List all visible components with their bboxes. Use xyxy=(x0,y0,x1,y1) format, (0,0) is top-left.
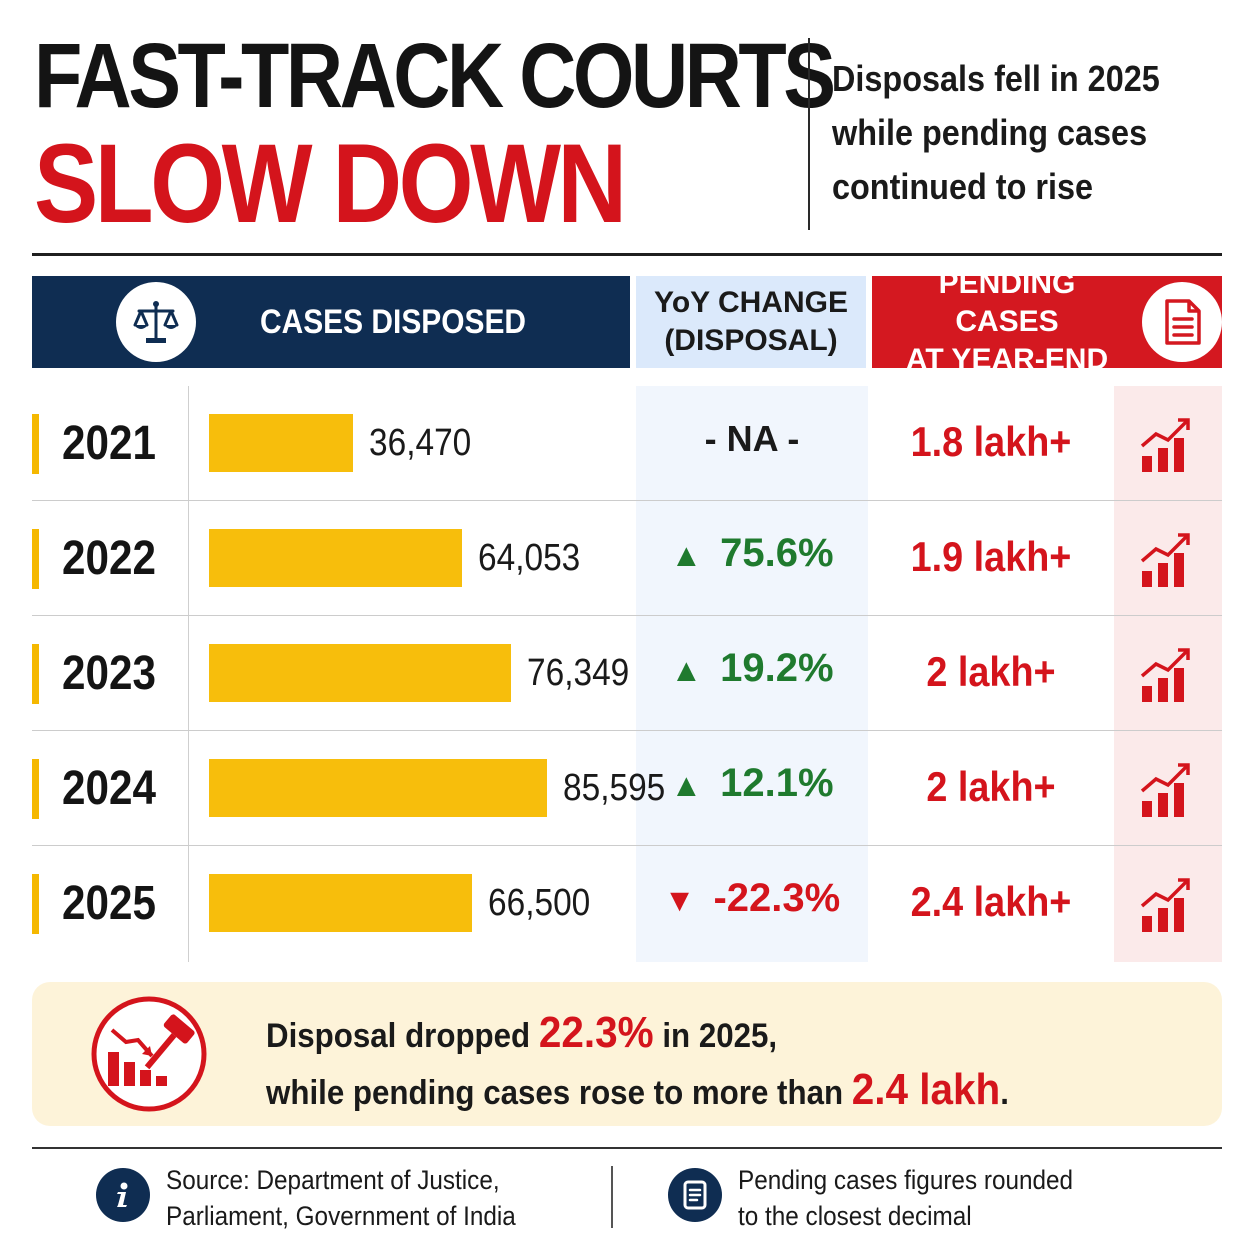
subtitle-line-3: continued to rise xyxy=(832,166,1094,207)
header-pending-line-2: AT YEAR-END xyxy=(905,343,1109,376)
title-line-1: FAST-TRACK COURTS xyxy=(34,25,836,127)
callout-line-1: Disposal dropped 22.3% in 2025, xyxy=(266,1006,1009,1063)
note-line-2: to the closest decimal xyxy=(738,1201,972,1231)
disposal-bar xyxy=(209,644,511,702)
row-divider xyxy=(32,615,1222,616)
title-line-2: SLOW DOWN xyxy=(34,121,627,246)
table-row: 2021 36,470 - NA - 1.8 lakh+ xyxy=(32,386,1222,501)
info-icon xyxy=(96,1168,150,1222)
subtitle-line-1: Disposals fell in 2025 xyxy=(832,58,1160,99)
trend-icon-band xyxy=(1114,386,1222,962)
year-label: 2025 xyxy=(62,877,156,930)
table-row: 2022 64,053 ▲ 75.6% 1.9 lakh+ xyxy=(32,501,1222,616)
subtitle: Disposals fell in 2025 while pending cas… xyxy=(832,52,1192,214)
source-line-1: Source: Department of Justice, xyxy=(166,1165,500,1195)
header-pending-line-1: PENDING CASES xyxy=(938,267,1076,338)
yoy-column-band xyxy=(636,386,868,962)
year-label: 2023 xyxy=(62,647,156,700)
pending-cases-value: 1.9 lakh+ xyxy=(910,533,1072,580)
year-marker xyxy=(32,414,39,474)
callout-line-1-end: in 2025, xyxy=(653,1017,778,1055)
year-marker xyxy=(32,759,39,819)
year-label: 2024 xyxy=(62,762,156,815)
pending-cases-value: 2 lakh+ xyxy=(926,648,1056,695)
table-row: 2024 85,595 ▲ 12.1% 2 lakh+ xyxy=(32,731,1222,846)
rising-bar-chart-icon xyxy=(1140,527,1194,594)
row-divider xyxy=(32,500,1222,501)
pending-cases-value: 1.8 lakh+ xyxy=(910,418,1072,465)
year-label: 2021 xyxy=(62,417,156,470)
year-marker xyxy=(32,644,39,704)
up-triangle-icon: ▲ xyxy=(670,652,703,688)
yoy-change-value: 12.1% xyxy=(720,761,834,805)
row-divider xyxy=(32,730,1222,731)
callout-line-2-start: while pending cases rose to more than xyxy=(266,1074,852,1112)
up-triangle-icon: ▲ xyxy=(670,767,703,803)
year-marker xyxy=(32,529,39,589)
callout-line-2: while pending cases rose to more than 2.… xyxy=(266,1063,1009,1120)
disposal-value-label: 36,470 xyxy=(369,422,472,464)
callout-highlight-percent: 22.3% xyxy=(538,1008,654,1057)
pending-cases-value: 2 lakh+ xyxy=(926,763,1056,810)
header-cases-disposed-label: CASES DISPOSED xyxy=(260,302,527,341)
year-label: 2022 xyxy=(62,532,156,585)
table-row: 2023 76,349 ▲ 19.2% 2 lakh+ xyxy=(32,616,1222,731)
callout-highlight-lakh: 2.4 lakh xyxy=(851,1065,1001,1114)
rising-bar-chart-icon xyxy=(1140,757,1194,824)
rising-bar-chart-icon xyxy=(1140,642,1194,709)
yoy-change: ▲ 19.2% xyxy=(636,646,868,691)
rising-bar-chart-icon xyxy=(1140,412,1194,479)
header-cases-disposed: CASES DISPOSED xyxy=(32,276,630,368)
top-rule xyxy=(32,253,1222,256)
header-yoy-line-2: (DISPOSAL) xyxy=(664,324,838,357)
up-triangle-icon: ▲ xyxy=(670,537,703,573)
bottom-rule xyxy=(32,1147,1222,1149)
disposal-value-label: 64,053 xyxy=(478,537,581,579)
callout-line-1-start: Disposal dropped xyxy=(266,1017,539,1055)
rising-bar-chart-icon xyxy=(1140,872,1194,939)
header-divider xyxy=(808,38,810,230)
disposal-value-label: 76,349 xyxy=(527,652,630,694)
yoy-change-value: - NA - xyxy=(704,418,800,459)
year-marker xyxy=(32,874,39,934)
yoy-change: - NA - xyxy=(636,416,868,461)
callout-box: Disposal dropped 22.3% in 2025, while pe… xyxy=(32,982,1222,1126)
footer-divider xyxy=(611,1166,613,1228)
pending-cases-value: 2.4 lakh+ xyxy=(910,878,1072,925)
disposal-bar xyxy=(209,759,547,817)
year-column-separator xyxy=(188,386,189,962)
header-yoy-line-1: YoY CHANGE xyxy=(654,286,848,319)
gavel-declining-chart-icon xyxy=(80,996,218,1117)
note-document-icon xyxy=(668,1168,722,1222)
header-yoy-change: YoY CHANGE (DISPOSAL) xyxy=(636,276,866,368)
yoy-change: ▼ -22.3% xyxy=(636,876,868,921)
disposal-value-label: 85,595 xyxy=(563,767,666,809)
header-pending-cases: PENDING CASES AT YEAR-END xyxy=(872,267,1222,376)
disposal-bar xyxy=(209,529,462,587)
document-icon xyxy=(1142,282,1222,362)
rounding-note: Pending cases figures rounded to the clo… xyxy=(738,1162,1073,1234)
yoy-change-value: 19.2% xyxy=(720,646,834,690)
table-row: 2025 66,500 ▼ -22.3% 2.4 lakh+ xyxy=(32,846,1222,961)
down-triangle-icon: ▼ xyxy=(663,882,696,918)
scales-of-justice-icon xyxy=(116,282,196,362)
callout-line-2-end: . xyxy=(1000,1074,1009,1112)
row-divider xyxy=(32,845,1222,846)
yoy-change: ▲ 75.6% xyxy=(636,531,868,576)
callout-text: Disposal dropped 22.3% in 2025, while pe… xyxy=(266,1006,1009,1120)
yoy-change-value: 75.6% xyxy=(720,531,834,575)
disposal-bar xyxy=(209,414,353,472)
yoy-change-value: -22.3% xyxy=(713,876,841,920)
disposal-bar xyxy=(209,874,472,932)
source-line-2: Parliament, Government of India xyxy=(166,1201,516,1231)
source-note: Source: Department of Justice, Parliamen… xyxy=(166,1162,516,1234)
disposal-value-label: 66,500 xyxy=(488,882,591,924)
yoy-change: ▲ 12.1% xyxy=(636,761,868,806)
note-line-1: Pending cases figures rounded xyxy=(738,1165,1074,1195)
subtitle-line-2: while pending cases xyxy=(832,112,1148,153)
disposal-table: 2021 36,470 - NA - 1.8 lakh+ 2022 64,053 ▲ 75.6… xyxy=(32,386,1222,962)
